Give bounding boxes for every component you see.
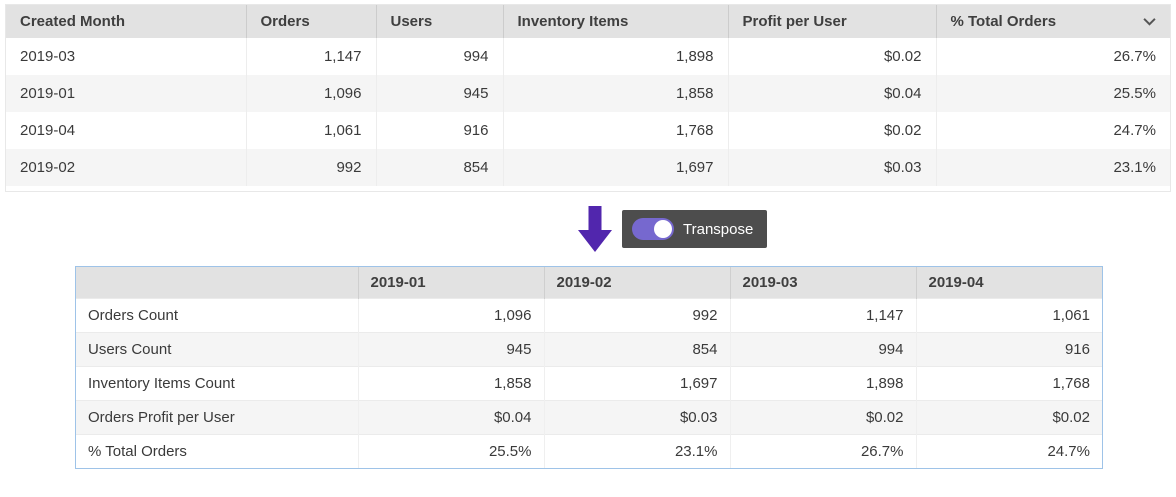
row-label: Inventory Items Count: [76, 366, 359, 401]
column-header-2019-04[interactable]: 2019-04: [916, 267, 1102, 299]
column-header-label: % Total Orders: [950, 13, 1057, 30]
column-header-created-month[interactable]: Created Month: [6, 5, 247, 38]
table-cell: 1,147: [730, 298, 917, 333]
table-cell: 854: [544, 332, 731, 367]
column-header-blank: [76, 267, 359, 299]
table-cell: 24.7%: [1113, 122, 1156, 139]
header-row: 2019-01 2019-02 2019-03 2019-04: [76, 267, 1102, 299]
chevron-down-icon[interactable]: [1143, 17, 1156, 26]
table-cell: 26.7%: [730, 434, 917, 468]
table-cell: 25.5%: [1113, 85, 1156, 102]
transpose-label: Transpose: [683, 220, 754, 238]
table-cell: 854: [376, 149, 504, 186]
table-cell: 945: [376, 75, 504, 112]
table-row: Users Count 945 854 994 916: [76, 332, 1102, 367]
report-page: Created Month Orders Users Inventory Ite…: [0, 4, 1176, 469]
table-cell: 1,858: [358, 366, 545, 401]
table-cell: 992: [246, 149, 377, 186]
table-cell: 1,096: [358, 298, 545, 333]
column-header-users[interactable]: Users: [376, 5, 504, 38]
header-row: Created Month Orders Users Inventory Ite…: [6, 5, 1170, 38]
table-row: 2019-02 992 854 1,697 $0.03 23.1%: [6, 149, 1170, 186]
column-header-pct-total-orders[interactable]: % Total Orders: [936, 5, 1170, 38]
row-label: Orders Profit per User: [76, 400, 359, 435]
row-label: Orders Count: [76, 298, 359, 333]
table-cell: 2019-03: [6, 38, 247, 75]
table-cell: 994: [376, 38, 504, 75]
table-cell: 916: [916, 332, 1102, 367]
source-table: Created Month Orders Users Inventory Ite…: [6, 5, 1170, 186]
source-table-container: Created Month Orders Users Inventory Ite…: [5, 4, 1171, 192]
table-cell: 1,768: [503, 112, 729, 149]
column-header-2019-02[interactable]: 2019-02: [544, 267, 731, 299]
row-label: Users Count: [76, 332, 359, 367]
table-cell: 992: [544, 298, 731, 333]
table-cell: 25.5%: [358, 434, 545, 468]
table-cell: $0.03: [544, 400, 731, 435]
column-header-profit-per-user[interactable]: Profit per User: [728, 5, 937, 38]
table-row: % Total Orders 25.5% 23.1% 26.7% 24.7%: [76, 434, 1102, 468]
transpose-toggle[interactable]: [632, 218, 674, 240]
row-label: % Total Orders: [76, 434, 359, 468]
table-cell: 2019-02: [6, 149, 247, 186]
table-cell: 24.7%: [916, 434, 1102, 468]
table-cell: 916: [376, 112, 504, 149]
table-cell: $0.02: [728, 38, 937, 75]
transpose-annotation: Transpose: [0, 204, 1176, 258]
table-row: Inventory Items Count 1,858 1,697 1,898 …: [76, 366, 1102, 401]
down-arrow-icon: [578, 206, 612, 252]
column-header-orders[interactable]: Orders: [246, 5, 377, 38]
table-cell: 2019-04: [6, 112, 247, 149]
table-cell: 1,697: [503, 149, 729, 186]
table-cell: $0.03: [728, 149, 937, 186]
table-cell: $0.04: [358, 400, 545, 435]
transposed-table-container: 2019-01 2019-02 2019-03 2019-04 Orders C…: [75, 266, 1103, 469]
column-header-2019-03[interactable]: 2019-03: [730, 267, 917, 299]
table-row: Orders Profit per User $0.04 $0.03 $0.02…: [76, 400, 1102, 435]
table-row: 2019-01 1,096 945 1,858 $0.04 25.5%: [6, 75, 1170, 112]
table-cell: 23.1%: [544, 434, 731, 468]
table-row: Orders Count 1,096 992 1,147 1,061: [76, 298, 1102, 333]
table-row: 2019-03 1,147 994 1,898 $0.02 26.7%: [6, 38, 1170, 75]
table-cell: 1,147: [246, 38, 377, 75]
table-cell: 945: [358, 332, 545, 367]
table-cell: 1,096: [246, 75, 377, 112]
column-header-2019-01[interactable]: 2019-01: [358, 267, 545, 299]
table-cell: 23.1%: [1113, 159, 1156, 176]
table-row: 2019-04 1,061 916 1,768 $0.02 24.7%: [6, 112, 1170, 149]
transposed-table: 2019-01 2019-02 2019-03 2019-04 Orders C…: [76, 267, 1102, 468]
column-header-inventory-items[interactable]: Inventory Items: [503, 5, 729, 38]
table-cell: 1,061: [246, 112, 377, 149]
table-cell: $0.02: [916, 400, 1102, 435]
table-cell: 1,898: [730, 366, 917, 401]
table-cell: 1,858: [503, 75, 729, 112]
table-cell: 1,061: [916, 298, 1102, 333]
table-cell: 2019-01: [6, 75, 247, 112]
transpose-control: Transpose: [622, 210, 768, 248]
table-cell: 994: [730, 332, 917, 367]
table-cell: $0.02: [730, 400, 917, 435]
table-cell: 1,697: [544, 366, 731, 401]
toggle-knob: [654, 220, 672, 238]
table-cell: $0.02: [728, 112, 937, 149]
table-cell: 1,898: [503, 38, 729, 75]
table-cell: 26.7%: [1113, 48, 1156, 65]
table-cell: $0.04: [728, 75, 937, 112]
table-cell: 1,768: [916, 366, 1102, 401]
